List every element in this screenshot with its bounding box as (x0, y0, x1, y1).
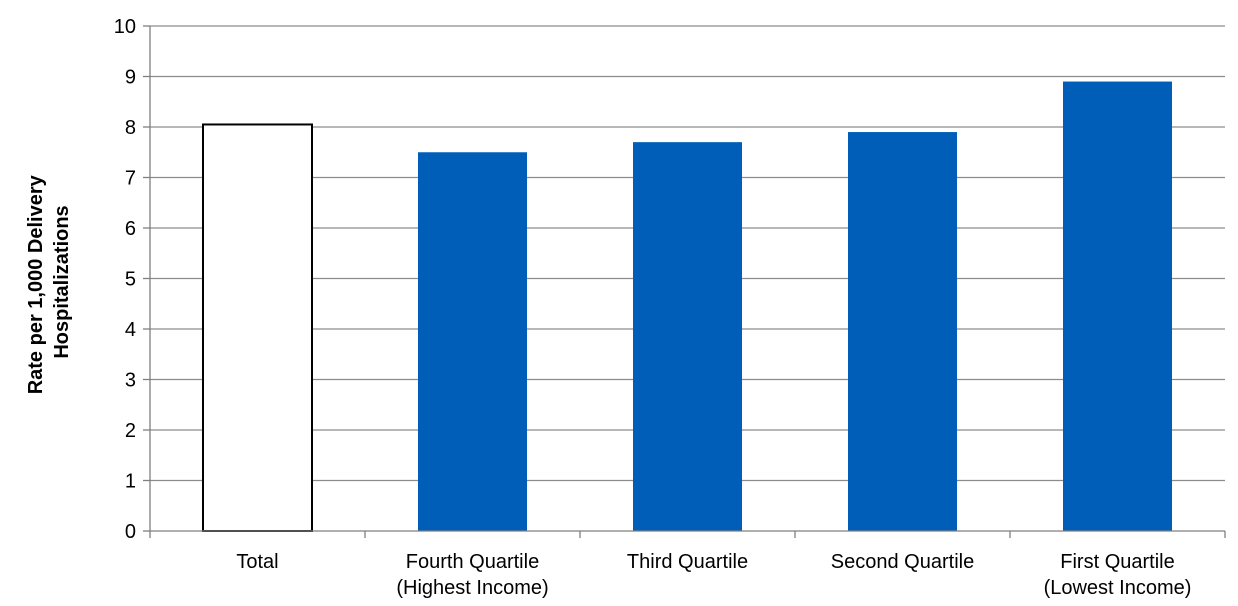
axes (143, 25, 1226, 538)
bar-4 (1063, 81, 1172, 532)
y-tick-label: 6 (125, 218, 136, 240)
y-tick-label: 3 (125, 370, 136, 392)
x-category-label: Third Quartile (627, 551, 748, 573)
y-tick-label: 7 (125, 168, 136, 190)
bar-1 (418, 152, 527, 531)
bars (202, 81, 1172, 532)
bar-2 (633, 142, 742, 531)
y-tick-label: 9 (125, 67, 136, 89)
y-axis-label-line-1: Rate per 1,000 Delivery (25, 174, 47, 394)
bar-3 (848, 132, 957, 532)
x-category-label: Second Quartile (831, 551, 974, 573)
y-tick-label: 10 (114, 16, 136, 38)
y-tick-label: 5 (125, 269, 136, 291)
y-tick-label: 2 (125, 420, 136, 442)
x-category-label: Fourth Quartile (Highest Income) (396, 551, 548, 599)
y-tick-label: 1 (125, 471, 136, 493)
x-category-labels: Total Fourth Quartile (Highest Income) Thir… (236, 551, 1191, 599)
y-tick-label: 8 (125, 117, 136, 139)
y-tick-labels: 0 1 2 3 4 5 6 7 8 9 10 (114, 16, 136, 543)
y-axis-label-line-2: Hospitalizations (51, 205, 73, 358)
x-category-label: First Quartile (Lowest Income) (1044, 551, 1192, 599)
y-tick-label: 0 (125, 521, 136, 543)
x-category-label: Total (236, 551, 278, 573)
bar-0 (202, 123, 313, 532)
y-tick-label: 4 (125, 319, 136, 341)
y-axis-label: Rate per 1,000 Delivery Hospitalizations (25, 170, 73, 395)
